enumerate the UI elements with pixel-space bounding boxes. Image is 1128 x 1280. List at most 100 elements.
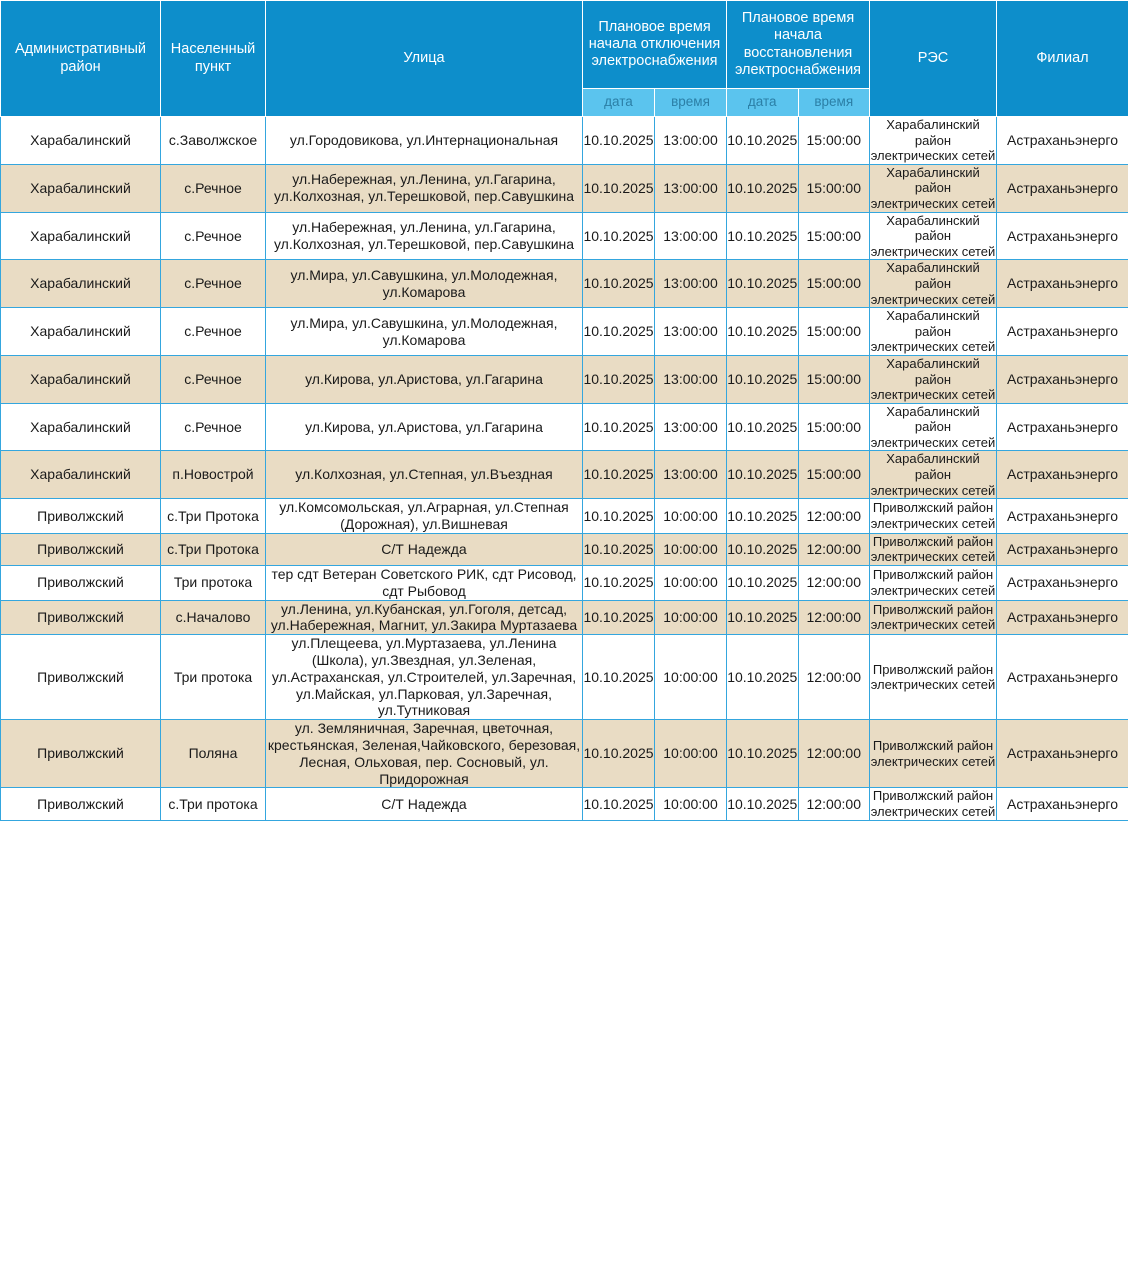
cell-street: С/Т Надежда (265, 532, 583, 567)
cell-time-off: 10:00:00 (654, 498, 727, 534)
cell-locality: с.Три Протока (160, 498, 266, 534)
cell-date-off: 10.10.2025 (582, 787, 655, 821)
cell-district: Приволжский (0, 498, 161, 534)
cell-locality: п.Новострой (160, 450, 266, 500)
cell-time-off: 13:00:00 (654, 163, 727, 213)
cell-branch: Астраханьэнерго (996, 719, 1128, 789)
cell-time-off: 13:00:00 (654, 402, 727, 452)
cell-time-on: 15:00:00 (797, 450, 870, 500)
cell-date-on: 10.10.2025 (726, 498, 799, 534)
cell-time-off: 13:00:00 (654, 116, 727, 165)
table-row: Харабалинский с.Речное ул.Набережная, ул.Л… (0, 163, 1128, 213)
cell-district: Харабалинский (0, 450, 161, 500)
cell-res: Приволжский район электрических сетей (869, 719, 997, 789)
cell-res: Харабалинский район электрических сетей (869, 450, 997, 500)
cell-district: Приволжский (0, 565, 161, 601)
cell-res: Харабалинский район электрических сетей (869, 307, 997, 356)
cell-date-off: 10.10.2025 (582, 450, 655, 500)
header-row-sub: дата время дата время (1, 88, 1128, 117)
cell-res: Приволжский район электрических сетей (869, 634, 997, 721)
cell-street: ул.Кирова, ул.Аристова, ул.Гагарина (265, 402, 583, 452)
table-row: Приволжский с.Началово ул.Ленина, ул.Кубан… (0, 599, 1128, 636)
cell-locality: с.Речное (160, 259, 266, 309)
cell-locality: с.Речное (160, 307, 266, 356)
table-row: Харабалинский с.Речное ул.Мира, ул.Савушки… (0, 259, 1128, 309)
table-row: Приволжский Три протока ул.Плещеева, ул.Му… (0, 634, 1128, 721)
cell-branch: Астраханьэнерго (996, 259, 1128, 309)
cell-street: ул.Комсомольская, ул.Аграрная, ул.Степна… (265, 498, 583, 534)
cell-street: ул.Набережная, ул.Ленина, ул.Гагарина, у… (265, 211, 583, 261)
cell-time-off: 10:00:00 (654, 565, 727, 601)
column-subheader-date-off: дата (582, 88, 655, 117)
table-row: Приволжский с.Три Протока С/Т Надежда 10.10… (0, 532, 1128, 567)
cell-date-on: 10.10.2025 (726, 565, 799, 601)
cell-street: ул.Колхозная, ул.Степная, ул.Въездная (265, 450, 583, 500)
cell-date-on: 10.10.2025 (726, 719, 799, 789)
cell-time-off: 10:00:00 (654, 719, 727, 789)
cell-street: ул.Набережная, ул.Ленина, ул.Гагарина, у… (265, 163, 583, 213)
table-body: Харабалинский с.Заволжское ул.Городовикова… (0, 116, 1128, 821)
power-outage-schedule-table: Административный район Населенный пункт … (0, 0, 1128, 821)
cell-date-on: 10.10.2025 (726, 307, 799, 356)
cell-branch: Астраханьэнерго (996, 450, 1128, 500)
column-header-district: Административный район (0, 0, 161, 117)
cell-res: Приволжский район электрических сетей (869, 565, 997, 601)
column-header-planned-off: Плановое время начала отключения электро… (582, 0, 727, 89)
cell-locality: с.Заволжское (160, 116, 266, 165)
cell-street: тер сдт Ветеран Советского РИК, сдт Рисо… (265, 565, 583, 601)
cell-date-on: 10.10.2025 (726, 163, 799, 213)
cell-locality: с.Речное (160, 402, 266, 452)
cell-time-off: 13:00:00 (654, 307, 727, 356)
cell-locality: с.Три Протока (160, 532, 266, 567)
cell-district: Приволжский (0, 719, 161, 789)
cell-time-on: 12:00:00 (797, 498, 870, 534)
cell-res: Приволжский район электрических сетей (869, 498, 997, 534)
cell-date-on: 10.10.2025 (726, 450, 799, 500)
cell-date-on: 10.10.2025 (726, 354, 799, 404)
cell-date-off: 10.10.2025 (582, 532, 655, 567)
cell-time-on: 15:00:00 (797, 116, 870, 165)
table-row: Приволжский Три протока тер сдт Ветеран Со… (0, 565, 1128, 601)
cell-time-on: 12:00:00 (797, 719, 870, 789)
cell-time-off: 13:00:00 (654, 354, 727, 404)
cell-date-off: 10.10.2025 (582, 565, 655, 601)
cell-res: Харабалинский район электрических сетей (869, 402, 997, 452)
cell-locality: Три протока (160, 565, 266, 601)
cell-locality: с.Речное (160, 354, 266, 404)
column-subheader-date-on: дата (726, 88, 799, 117)
cell-date-on: 10.10.2025 (726, 532, 799, 567)
cell-branch: Астраханьэнерго (996, 354, 1128, 404)
cell-branch: Астраханьэнерго (996, 498, 1128, 534)
table-row: Приволжский с.Три протока С/Т Надежда 10.10… (0, 787, 1128, 821)
cell-date-off: 10.10.2025 (582, 354, 655, 404)
cell-res: Харабалинский район электрических сетей (869, 116, 997, 165)
cell-date-off: 10.10.2025 (582, 163, 655, 213)
cell-time-off: 10:00:00 (654, 634, 727, 721)
cell-branch: Астраханьэнерго (996, 116, 1128, 165)
cell-district: Харабалинский (0, 116, 161, 165)
cell-time-off: 10:00:00 (654, 787, 727, 821)
column-header-locality: Населенный пункт (160, 0, 266, 117)
cell-time-off: 10:00:00 (654, 532, 727, 567)
cell-time-off: 13:00:00 (654, 450, 727, 500)
cell-time-on: 12:00:00 (797, 532, 870, 567)
column-subheader-time-on: время (797, 88, 870, 117)
table-row: Харабалинский с.Речное ул.Кирова, ул.Арист… (0, 402, 1128, 452)
cell-date-off: 10.10.2025 (582, 211, 655, 261)
cell-district: Приволжский (0, 634, 161, 721)
cell-locality: с.Речное (160, 163, 266, 213)
cell-branch: Астраханьэнерго (996, 634, 1128, 721)
cell-date-on: 10.10.2025 (726, 634, 799, 721)
cell-time-on: 12:00:00 (797, 634, 870, 721)
cell-street: ул.Кирова, ул.Аристова, ул.Гагарина (265, 354, 583, 404)
cell-branch: Астраханьэнерго (996, 599, 1128, 636)
cell-locality: с.Три протока (160, 787, 266, 821)
cell-street: ул.Ленина, ул.Кубанская, ул.Гоголя, детс… (265, 599, 583, 636)
cell-date-on: 10.10.2025 (726, 211, 799, 261)
cell-locality: Три протока (160, 634, 266, 721)
table-row: Харабалинский с.Речное ул.Мира, ул.Савушки… (0, 307, 1128, 356)
cell-district: Харабалинский (0, 354, 161, 404)
cell-time-on: 15:00:00 (797, 354, 870, 404)
table-header: Административный район Населенный пункт … (0, 0, 1128, 117)
cell-date-off: 10.10.2025 (582, 498, 655, 534)
